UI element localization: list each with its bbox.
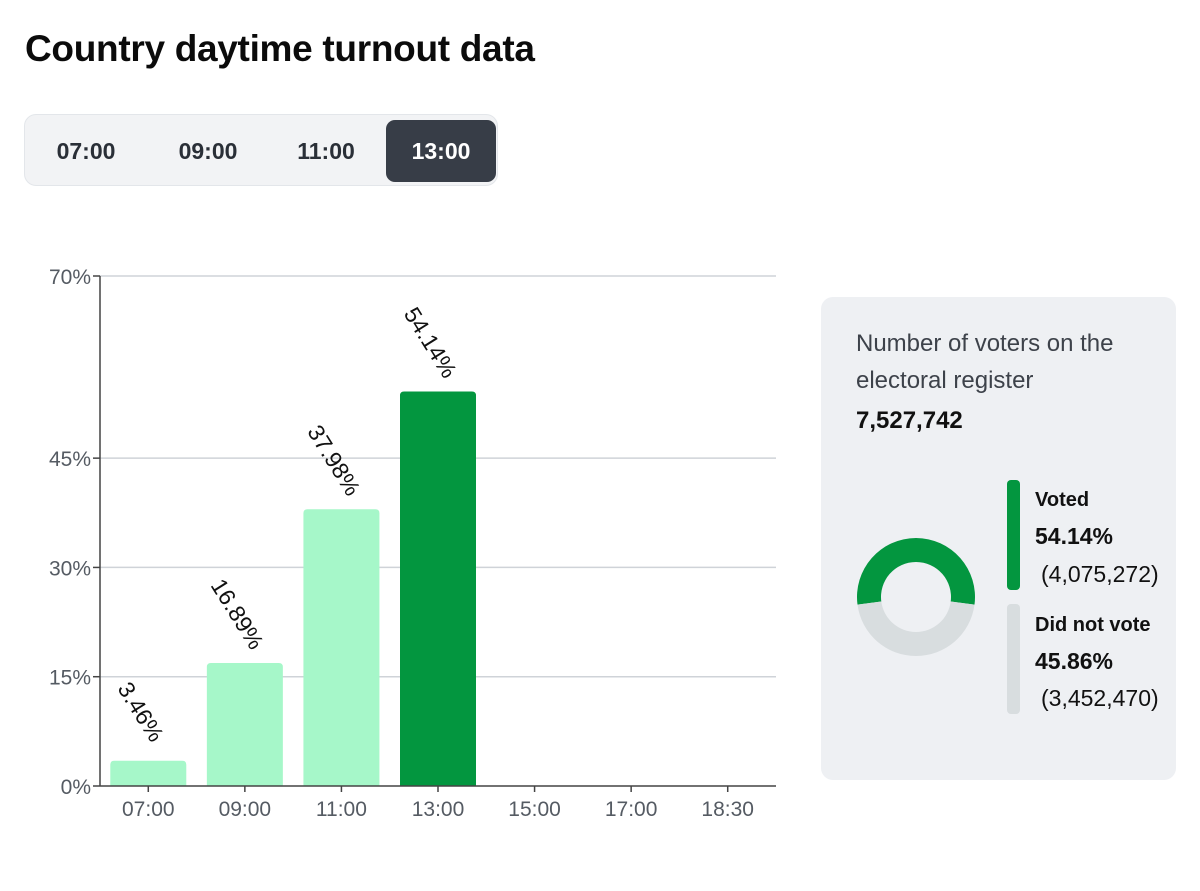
x-tick-label: 07:00 bbox=[122, 798, 175, 821]
register-panel: Number of voters on the electoral regist… bbox=[821, 297, 1176, 780]
turnout-bar-chart: 0% 15% 30% 45% 70% 07:00 09:00 11:00 13:00 15:00 1… bbox=[49, 266, 776, 821]
bar-value-label: 3.46% bbox=[113, 677, 170, 746]
bar-value-label: 37.98% bbox=[302, 420, 365, 500]
legend-swatch-not-voted bbox=[1007, 604, 1020, 714]
x-tick-label: 11:00 bbox=[316, 798, 367, 821]
legend-count-not-voted: (3,452,470) bbox=[1041, 685, 1159, 711]
y-tick-label: 0% bbox=[61, 776, 91, 799]
tab-0700[interactable]: 07:00 bbox=[56, 137, 116, 164]
donut-slice-not-voted bbox=[857, 601, 975, 656]
bar-1300[interactable] bbox=[400, 391, 476, 786]
legend-label-not-voted: Did not vote bbox=[1035, 614, 1151, 636]
donut-slice-voted bbox=[857, 538, 975, 605]
register-label: Number of voters on the electoral regist… bbox=[856, 330, 1114, 394]
legend-swatch-voted bbox=[1007, 480, 1020, 590]
register-value: 7,527,742 bbox=[856, 407, 963, 434]
bar-value-label: 54.14% bbox=[399, 303, 462, 383]
page-title: Country daytime turnout data bbox=[25, 28, 535, 69]
tab-1300[interactable]: 13:00 bbox=[386, 120, 496, 182]
bar-0900[interactable] bbox=[206, 662, 283, 786]
y-tick-label: 15% bbox=[49, 667, 91, 690]
x-tick-label: 17:00 bbox=[605, 798, 658, 821]
tab-0900[interactable]: 09:00 bbox=[178, 137, 238, 164]
x-tick-label: 15:00 bbox=[508, 798, 561, 821]
turnout-donut-chart bbox=[857, 538, 975, 656]
bar-value-label: 16.89% bbox=[206, 574, 269, 654]
y-tick-label: 45% bbox=[49, 448, 91, 471]
x-tick-label: 09:00 bbox=[219, 798, 272, 821]
legend-percent-not-voted: 45.86% bbox=[1035, 648, 1114, 674]
legend-label-voted: Voted bbox=[1035, 489, 1090, 511]
legend-percent-voted: 54.14% bbox=[1035, 523, 1114, 549]
bar-0700[interactable] bbox=[110, 760, 187, 786]
time-tab-group: 07:00 09:00 11:00 13:00 bbox=[24, 114, 498, 186]
x-tick-label: 13:00 bbox=[412, 798, 465, 821]
x-tick-label: 18:30 bbox=[701, 798, 754, 821]
bar-1100[interactable] bbox=[303, 509, 380, 786]
y-tick-label: 30% bbox=[49, 557, 91, 580]
tab-1100[interactable]: 11:00 bbox=[297, 137, 355, 164]
legend-count-voted: (4,075,272) bbox=[1041, 561, 1159, 587]
y-tick-label: 70% bbox=[49, 266, 91, 289]
